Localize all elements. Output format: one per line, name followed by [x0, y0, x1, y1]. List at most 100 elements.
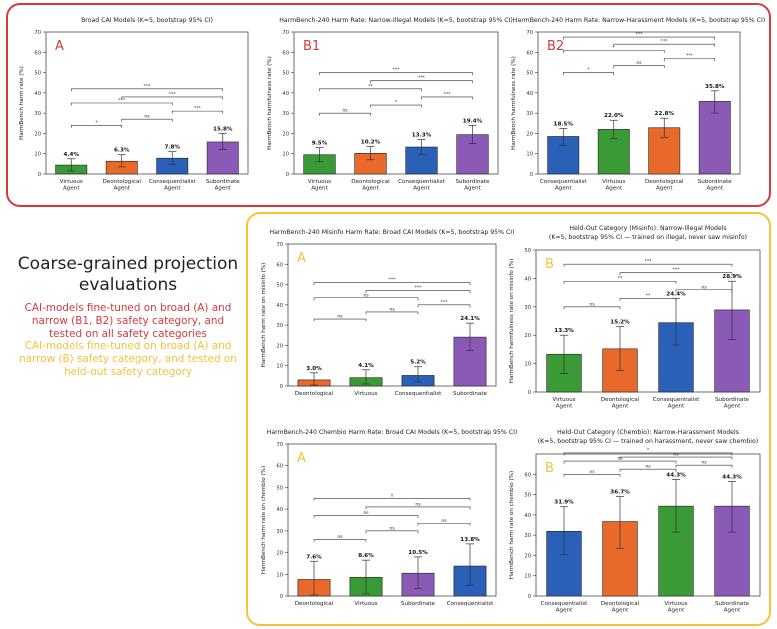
y-tick-label: 70	[34, 30, 41, 36]
significance-bracket	[619, 297, 677, 301]
significance-bracket	[370, 104, 422, 108]
value-label: 4.4%	[63, 152, 79, 158]
chart-heldout-chembio: Held-Out Category (Chembio): Narrow-Hara…	[509, 429, 761, 614]
chart-title: Held-Out Category (Misinfo): Narrow-Ille…	[569, 225, 726, 232]
y-tick-label: 50	[276, 283, 283, 289]
value-label: 19.4%	[463, 118, 483, 124]
y-tick-label: 30	[34, 111, 41, 117]
significance-label: ns	[441, 519, 447, 524]
value-label: 7.8%	[164, 145, 180, 151]
significance-bracket	[562, 72, 615, 76]
y-axis-label: HarmBench harmfulness rate (%)	[267, 56, 273, 150]
significance-bracket	[365, 290, 471, 294]
significance-bracket	[417, 304, 471, 308]
x-tick-label: Virtuous Agent	[308, 179, 331, 192]
y-tick-label: 50	[524, 248, 531, 254]
y-tick-label: 50	[524, 493, 531, 499]
x-tick-label: Consequentialist Agent	[540, 179, 588, 192]
significance-bracket	[365, 506, 471, 510]
y-tick-label: 60	[282, 50, 289, 56]
value-label: 13.8%	[460, 537, 480, 543]
significance-label: ns	[389, 526, 395, 531]
x-tick-label: Virtuous	[354, 391, 377, 397]
significance-bracket	[171, 110, 224, 114]
panel-label: B2	[547, 39, 564, 54]
y-axis-label: HarmBench harm rate on chembio (%)	[509, 471, 515, 579]
chart-heldout-misinfo: Held-Out Category (Misinfo): Narrow-Ille…	[509, 225, 761, 410]
y-tick-label: 0	[530, 172, 533, 178]
y-tick-label: 0	[286, 172, 289, 178]
significance-bracket	[319, 72, 473, 76]
bar	[602, 521, 638, 597]
y-tick-label: 30	[282, 111, 289, 117]
plot-frame	[535, 453, 761, 597]
value-label: 22.0%	[604, 113, 624, 119]
value-label: 15.8%	[213, 126, 233, 132]
x-tick-label: Virtuous Agent	[552, 397, 575, 410]
value-label: 24.1%	[460, 316, 480, 322]
y-tick-label: 40	[282, 91, 289, 97]
significance-bracket	[313, 497, 471, 501]
y-tick-label: 60	[526, 50, 533, 56]
side-title-line-2: evaluations	[78, 275, 178, 295]
chart-narrow-harassment: HarmBench-240 Harm Rate: Narrow-Harassme…	[511, 17, 765, 192]
plot-frame	[287, 443, 497, 597]
y-axis-label: HarmBench harm rate (%)	[19, 66, 25, 140]
value-label: 6.3%	[114, 148, 130, 154]
y-axis-label: HarmBench harm rate on misinfo (%)	[261, 263, 267, 368]
significance-label: ***	[393, 67, 401, 73]
significance-label: ns	[389, 307, 395, 312]
significance-label: ns	[673, 453, 679, 458]
value-label: 44.3%	[722, 474, 742, 480]
x-tick-label: Subordinate Agent	[715, 601, 750, 614]
value-label: 13.3%	[554, 328, 574, 334]
y-tick-label: 0	[280, 384, 283, 390]
chart-title: Held-Out Category (Chembio): Narrow-Hara…	[557, 429, 739, 436]
y-tick-label: 20	[524, 553, 531, 559]
x-tick-label: Virtuous Agent	[664, 601, 687, 614]
significance-label: ***	[118, 98, 126, 104]
chart-subtitle: (K=5, bootstrap 95% CI — trained on ille…	[549, 234, 747, 241]
y-tick-label: 20	[282, 131, 289, 137]
value-label: 4.1%	[358, 363, 374, 369]
value-label: 44.3%	[666, 472, 686, 478]
significance-bracket	[365, 311, 419, 315]
significance-bracket	[313, 515, 419, 519]
y-tick-label: 10	[526, 152, 533, 158]
x-tick-label: Consequentialist Agent	[149, 179, 197, 192]
value-label: 3.0%	[306, 366, 322, 372]
side-title-line-1: Coarse-grained projection	[17, 254, 239, 274]
significance-bracket	[563, 263, 733, 267]
significance-bracket	[121, 118, 173, 122]
y-tick-label: 40	[526, 91, 533, 97]
y-axis-label: HarmBench harm rate on chembio (%)	[261, 466, 267, 574]
y-tick-label: 10	[524, 574, 531, 580]
significance-label: ***	[673, 267, 681, 273]
value-label: 18.5%	[554, 121, 574, 127]
panel-label: A	[55, 39, 64, 54]
x-tick-label: Consequentialist Agent	[398, 179, 446, 192]
significance-bracket	[563, 460, 677, 464]
significance-bracket	[619, 272, 733, 276]
significance-label: †	[391, 493, 394, 499]
y-tick-label: 20	[276, 551, 283, 557]
significance-bracket	[563, 473, 621, 477]
significance-bracket	[70, 102, 173, 106]
significance-bracket	[619, 456, 733, 460]
y-tick-label: 50	[526, 71, 533, 77]
significance-bracket	[675, 289, 733, 293]
significance-bracket	[613, 43, 716, 47]
significance-bracket	[319, 88, 422, 92]
y-tick-label: 40	[524, 513, 531, 519]
value-label: 7.6%	[306, 554, 322, 560]
value-label: 9.5%	[312, 141, 328, 147]
side-title: Coarse-grained projection evaluations	[14, 254, 242, 296]
chart-title: HarmBench-240 Harm Rate: Narrow-Illegal …	[279, 17, 513, 24]
significance-label: ***	[144, 83, 152, 89]
y-tick-label: 70	[282, 30, 289, 36]
significance-label: ***	[169, 91, 177, 97]
plot-frame	[535, 249, 761, 393]
significance-bracket	[613, 65, 665, 68]
panel-label: B	[545, 461, 554, 476]
significance-label: *	[395, 100, 398, 106]
